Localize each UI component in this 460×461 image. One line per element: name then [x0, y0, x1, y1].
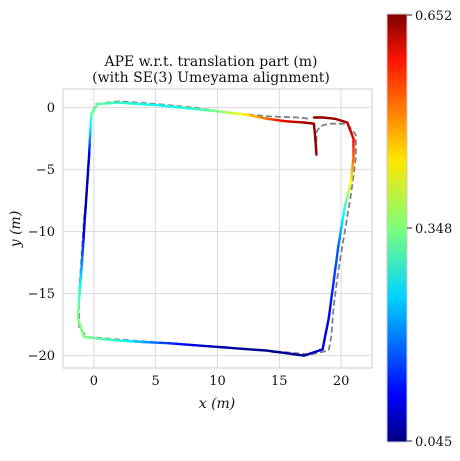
- colorbar: [386, 13, 408, 443]
- y-tick-label: −15: [28, 287, 55, 302]
- grid: [63, 89, 372, 368]
- y-tick-label: 0: [47, 101, 55, 116]
- trajectory-segment: [232, 347, 244, 350]
- x-axis-label: x (m): [199, 396, 236, 412]
- x-tick-label: 10: [209, 374, 226, 389]
- trajectory-segment: [183, 343, 195, 347]
- trajectory-segment: [166, 342, 178, 345]
- x-tick-label: 5: [152, 374, 160, 389]
- colorbar-label-mid: 0.348: [415, 222, 452, 237]
- chart-title-line2: (with SE(3) Umeyama alignment): [92, 70, 330, 86]
- trajectory-segment: [249, 348, 260, 352]
- trajectory-segment: [216, 345, 227, 349]
- trajectory-segment: [199, 344, 211, 348]
- x-tick-label: 0: [90, 374, 98, 389]
- trajectory-segment: [257, 348, 269, 352]
- y-axis-label: y (m): [8, 211, 24, 249]
- trajectory-segment: [224, 346, 236, 350]
- chart-title-line1: APE w.r.t. translation part (m): [103, 54, 317, 70]
- colorbar-label-max: 0.652: [415, 9, 452, 24]
- x-axis-ticks: 0 5 10 15 20: [90, 374, 350, 389]
- colorbar-label-min: 0.045: [415, 435, 452, 450]
- estimated-trajectory: [76, 101, 355, 357]
- trajectory-segment: [175, 342, 186, 346]
- trajectory-segment: [240, 347, 252, 351]
- y-tick-label: −20: [28, 349, 55, 364]
- y-axis-ticks: 0 −5 −10 −15 −20: [28, 101, 55, 364]
- trajectory-segment: [133, 340, 145, 344]
- trajectory-segment: [191, 343, 203, 347]
- y-tick-label: −10: [28, 225, 55, 240]
- x-tick-label: 20: [333, 374, 350, 389]
- y-tick-label: −5: [36, 163, 55, 178]
- x-tick-label: 15: [271, 374, 288, 389]
- trajectory-segment: [208, 345, 219, 349]
